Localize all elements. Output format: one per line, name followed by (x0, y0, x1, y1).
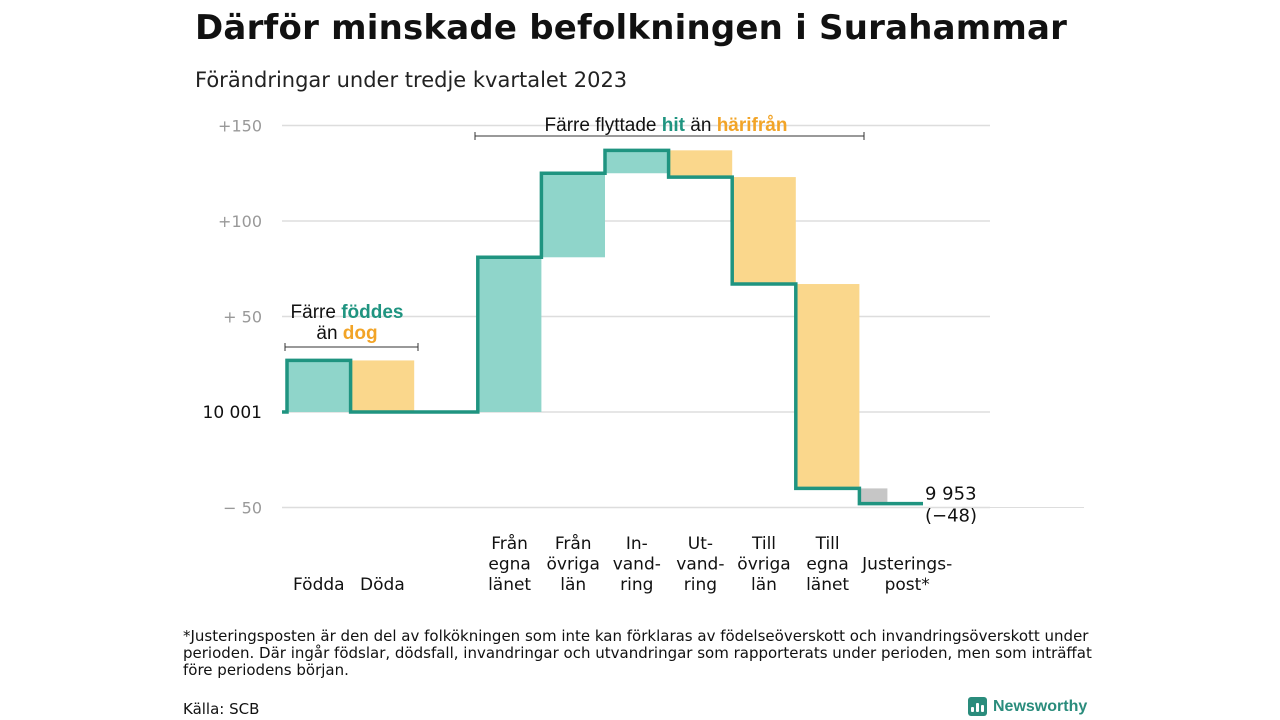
births-annotation-line2: än dog (316, 323, 377, 344)
bar (605, 150, 669, 174)
category-label: län (560, 575, 586, 595)
bar (859, 488, 888, 504)
baseline-label: 10 001 (203, 403, 262, 423)
newsworthy-logo: Newsworthy (968, 697, 1087, 716)
bar-chart-icon (968, 697, 987, 716)
chart-subtitle: Förändringar under tredje kvartalet 2023 (195, 68, 628, 92)
category-label: övriga (737, 555, 790, 575)
category-label: Från (555, 533, 592, 554)
category-label: vand- (676, 555, 724, 575)
chart-title: Därför minskade befolkningen i Surahamma… (195, 8, 1068, 48)
category-label: post* (885, 575, 930, 595)
category-label: län (751, 575, 777, 595)
footnote: *Justeringsposten är den del av folkökni… (183, 627, 1092, 679)
y-tick-label: − 50 (223, 499, 262, 518)
category-label: Döda (360, 575, 405, 595)
category-label: Ut- (688, 534, 713, 554)
category-label: övriga (547, 555, 600, 575)
births-annotation-line1: Färre föddes (291, 302, 404, 323)
y-tick-label: +150 (218, 117, 262, 136)
category-label: ring (620, 575, 653, 595)
waterfall-chart: +150 +100 + 50 − 50 10 001 9 953(−48) Födda Död… (203, 115, 1084, 595)
category-label: Från (491, 533, 528, 554)
category-label: ring (684, 575, 717, 595)
category-label: egna (488, 555, 530, 575)
category-label: egna (806, 555, 848, 575)
migration-annotation: Färre flyttade hit än härifrån (545, 115, 788, 136)
cumulative-step-line (282, 148, 923, 506)
brand-name: Newsworthy (993, 697, 1088, 715)
category-label: In- (626, 534, 648, 554)
y-tick-label: + 50 (223, 308, 262, 327)
bar (477, 257, 542, 412)
bar (732, 177, 796, 285)
bar (287, 360, 351, 412)
end-change-label: (−48) (925, 506, 977, 527)
category-label: länet (806, 575, 849, 595)
end-value-label: 9 953 (925, 484, 977, 505)
category-label: Justerings- (861, 555, 952, 575)
category-label: Till (751, 534, 776, 554)
category-label: Till (815, 534, 840, 554)
y-tick-label: +100 (218, 212, 262, 231)
category-label: länet (488, 575, 531, 595)
bar (795, 284, 860, 489)
category-label: vand- (613, 555, 661, 575)
category-label: Födda (293, 575, 345, 595)
bar (541, 173, 605, 258)
bar (668, 150, 733, 178)
source-label: Källa: SCB (183, 700, 260, 718)
bar (350, 360, 415, 412)
